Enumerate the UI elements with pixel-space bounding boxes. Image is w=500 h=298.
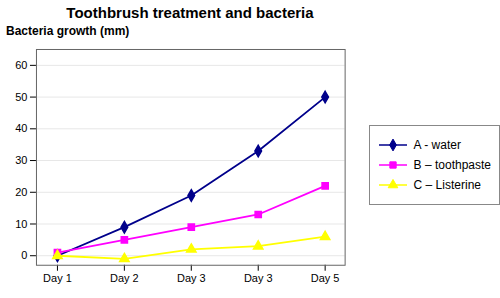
- svg-text:20: 20: [15, 186, 27, 198]
- svg-text:10: 10: [15, 218, 27, 230]
- html-text:Toothbrush treatment and bacte: Toothbrush treatment and bacteria: [66, 4, 314, 21]
- svg-text:30: 30: [15, 154, 27, 166]
- svg-text:0: 0: [21, 249, 27, 261]
- html-text:C – Listerine: C – Listerine: [413, 177, 481, 192]
- svg-text:50: 50: [15, 91, 27, 103]
- svg-text:40: 40: [15, 122, 27, 134]
- svg-text:Day 2: Day 2: [110, 272, 139, 284]
- svg-text:60: 60: [15, 59, 27, 71]
- html-text:Bacteria growth (mm): Bacteria growth (mm): [6, 24, 130, 38]
- svg-text:Day 5: Day 5: [311, 272, 340, 284]
- html-text:A - water: A - water: [413, 137, 461, 152]
- html-text:B – toothpaste: B – toothpaste: [413, 157, 491, 172]
- svg-text:Day 3: Day 3: [177, 272, 206, 284]
- svg-text:Day 1: Day 1: [43, 272, 72, 284]
- svg-text:Day 3: Day 3: [244, 272, 273, 284]
